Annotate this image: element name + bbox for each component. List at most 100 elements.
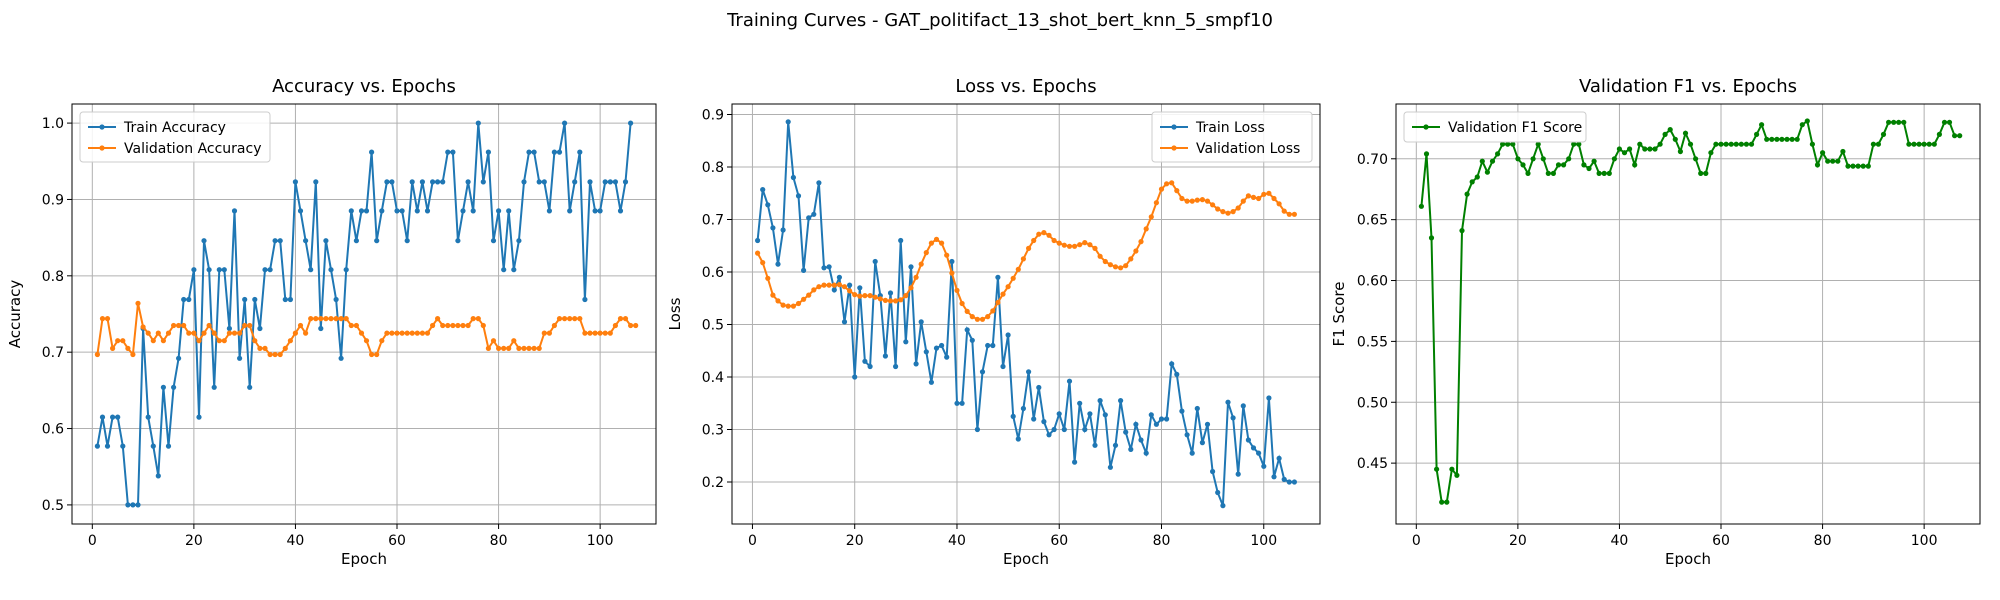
data-point bbox=[755, 250, 761, 256]
data-point bbox=[404, 238, 410, 244]
data-point bbox=[1896, 119, 1902, 125]
data-point bbox=[358, 208, 365, 214]
data-point bbox=[171, 384, 177, 390]
data-point bbox=[836, 274, 843, 280]
data-point bbox=[409, 330, 415, 336]
data-point bbox=[145, 414, 151, 420]
data-point bbox=[1215, 206, 1221, 212]
legend-marker bbox=[99, 145, 105, 151]
data-point bbox=[918, 319, 924, 325]
data-point bbox=[1077, 242, 1083, 248]
data-point bbox=[1474, 174, 1480, 180]
data-point bbox=[1148, 412, 1154, 418]
data-point bbox=[1153, 421, 1159, 427]
data-point bbox=[760, 260, 766, 266]
data-point bbox=[1434, 466, 1440, 472]
data-point bbox=[1061, 242, 1067, 248]
data-point bbox=[995, 274, 1001, 280]
data-point bbox=[587, 179, 593, 185]
data-point bbox=[1225, 399, 1231, 405]
data-point bbox=[1031, 237, 1037, 244]
data-point bbox=[1153, 200, 1159, 206]
data-point bbox=[1454, 472, 1460, 478]
data-point bbox=[1118, 265, 1124, 271]
data-point bbox=[1621, 150, 1628, 156]
data-point bbox=[1906, 141, 1912, 147]
data-point bbox=[120, 443, 126, 449]
data-point bbox=[475, 316, 481, 322]
data-point bbox=[1026, 245, 1032, 251]
data-point bbox=[755, 237, 761, 244]
data-point bbox=[826, 282, 832, 288]
data-point bbox=[516, 345, 522, 351]
data-point bbox=[287, 338, 293, 344]
x-tick-label: 60 bbox=[1712, 533, 1730, 549]
data-point bbox=[1097, 398, 1103, 404]
data-point bbox=[562, 120, 568, 126]
data-point bbox=[196, 338, 202, 344]
data-point bbox=[1525, 170, 1531, 176]
data-point bbox=[99, 316, 106, 322]
data-point bbox=[1250, 445, 1257, 451]
data-point bbox=[1439, 499, 1445, 505]
data-point bbox=[607, 330, 613, 336]
chart-title: Loss vs. Epochs bbox=[955, 76, 1096, 97]
data-point bbox=[130, 502, 136, 508]
data-point bbox=[541, 330, 547, 336]
data-point bbox=[440, 322, 446, 329]
data-point bbox=[201, 238, 207, 244]
data-point bbox=[399, 330, 405, 336]
data-point bbox=[903, 339, 909, 345]
data-point bbox=[954, 400, 960, 406]
data-point bbox=[577, 149, 583, 155]
data-point bbox=[964, 327, 970, 333]
legend-marker bbox=[1171, 145, 1177, 151]
data-point bbox=[1840, 148, 1846, 155]
data-point bbox=[1444, 499, 1450, 505]
data-point bbox=[257, 325, 263, 332]
data-point bbox=[1051, 426, 1057, 433]
data-point bbox=[353, 238, 359, 244]
data-point bbox=[181, 296, 187, 303]
data-point bbox=[913, 361, 919, 367]
data-point bbox=[506, 208, 512, 214]
data-point bbox=[135, 502, 141, 508]
data-point bbox=[1561, 162, 1567, 168]
data-point bbox=[1220, 503, 1226, 509]
data-point bbox=[785, 303, 791, 309]
data-point bbox=[516, 238, 522, 244]
data-point bbox=[338, 355, 344, 361]
data-point bbox=[1199, 197, 1205, 203]
data-point bbox=[628, 322, 634, 329]
data-point bbox=[1855, 163, 1861, 169]
data-point bbox=[394, 208, 400, 214]
data-point bbox=[628, 120, 634, 126]
data-point bbox=[394, 330, 400, 336]
data-point bbox=[221, 267, 227, 273]
data-point bbox=[1495, 151, 1501, 157]
data-point bbox=[1041, 230, 1047, 236]
data-point bbox=[1128, 256, 1134, 262]
data-point bbox=[995, 299, 1001, 306]
data-point bbox=[262, 345, 268, 351]
data-point bbox=[551, 149, 558, 155]
data-point bbox=[893, 363, 899, 370]
data-point bbox=[369, 149, 375, 155]
data-point bbox=[343, 316, 349, 322]
data-point bbox=[303, 238, 309, 244]
data-point bbox=[176, 322, 182, 329]
legend-label: Train Accuracy bbox=[123, 120, 226, 136]
data-point bbox=[115, 338, 121, 344]
data-point bbox=[918, 261, 924, 267]
y-tick-label: 0.60 bbox=[1357, 274, 1388, 290]
data-point bbox=[1240, 198, 1246, 204]
data-point bbox=[1036, 384, 1042, 391]
data-point bbox=[1769, 136, 1775, 142]
data-point bbox=[775, 298, 781, 304]
data-point bbox=[409, 179, 415, 185]
legend-marker bbox=[1171, 124, 1177, 130]
data-point bbox=[872, 294, 878, 300]
data-point bbox=[145, 330, 151, 336]
data-point bbox=[1555, 162, 1562, 168]
